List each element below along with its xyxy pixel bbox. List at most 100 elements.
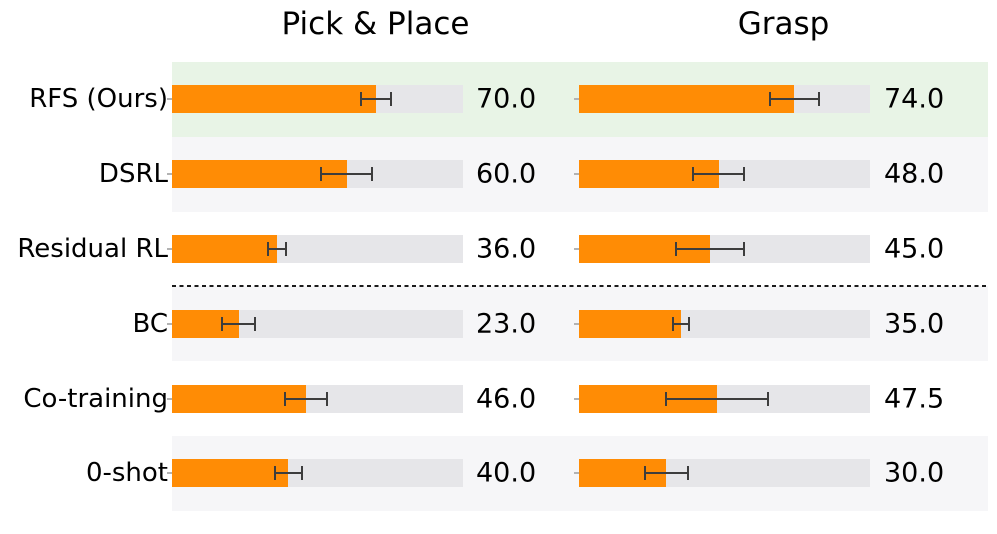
grasp-bar	[579, 85, 795, 114]
errorbar-cap-left	[671, 316, 674, 331]
errorbar-cap-right	[371, 167, 374, 182]
errorbar-cap-left	[273, 466, 276, 481]
errorbar-cap-left	[266, 241, 269, 256]
pick-place-track	[172, 85, 463, 114]
grasp-value-label: 45.0	[884, 233, 945, 265]
pick-place-errorbar	[359, 92, 392, 107]
errorbar-cap-left	[221, 316, 224, 331]
errorbar-cap-right	[688, 316, 691, 331]
errorbar-cap-left	[768, 92, 771, 107]
method-row: 0-shot 40.0 30.0	[86, 436, 988, 511]
method-label: BC	[132, 308, 168, 339]
axis-tick-pick-place	[167, 173, 172, 176]
pick-place-errorbar	[319, 167, 374, 182]
errorbar-cap-right	[300, 466, 303, 481]
errorbar-cap-right	[767, 391, 770, 406]
pick-place-bar	[172, 234, 277, 263]
grasp-errorbar	[691, 167, 746, 182]
errorbar-cap-left	[665, 391, 668, 406]
grasp-value-label: 35.0	[884, 308, 945, 340]
errorbar-cap-left	[319, 167, 322, 182]
pick-place-value-label: 46.0	[476, 383, 537, 415]
errorbar-cap-left	[675, 241, 678, 256]
errorbar-line	[221, 322, 257, 325]
method-row: DSRL 60.0 48.0	[99, 136, 988, 212]
errorbar-cap-right	[325, 391, 328, 406]
pick-place-track	[172, 384, 463, 413]
errorbar-line	[691, 173, 746, 176]
errorbar-cap-right	[686, 466, 689, 481]
errorbar-line	[643, 472, 689, 475]
grasp-track	[579, 234, 870, 263]
axis-tick-pick-place	[167, 98, 172, 101]
grasp-value-label: 48.0	[884, 158, 945, 190]
axis-tick-pick-place	[167, 472, 172, 475]
pick-place-value-label: 60.0	[476, 158, 537, 190]
errorbar-line	[359, 98, 392, 101]
pick-place-value-label: 70.0	[476, 83, 537, 115]
grasp-errorbar	[768, 92, 820, 107]
grasp-errorbar	[643, 466, 689, 481]
pick-place-bar	[172, 459, 289, 488]
grasp-track	[579, 384, 870, 413]
method-row: Residual RL 36.0 45.0	[17, 211, 988, 287]
grasp-errorbar	[675, 241, 745, 256]
errorbar-line	[671, 322, 691, 325]
errorbar-cap-left	[283, 391, 286, 406]
pick-place-track	[172, 309, 463, 338]
pick-place-errorbar	[273, 466, 303, 481]
panel-title-pick-and-place: Pick & Place	[281, 6, 470, 42]
grasp-track	[579, 160, 870, 189]
errorbar-line	[273, 472, 303, 475]
errorbar-cap-left	[691, 167, 694, 182]
method-label: RFS (Ours)	[29, 84, 168, 115]
errorbar-cap-left	[359, 92, 362, 107]
errorbar-cap-right	[389, 92, 392, 107]
errorbar-line	[319, 173, 374, 176]
method-row: Co-training 46.0 47.5	[23, 361, 988, 436]
pick-place-track	[172, 160, 463, 189]
axis-tick-pick-place	[167, 322, 172, 325]
grasp-value-label: 47.5	[884, 383, 945, 415]
errorbar-cap-left	[643, 466, 646, 481]
grasp-track	[579, 309, 870, 338]
axis-tick-grasp	[574, 98, 579, 101]
errorbar-line	[675, 247, 745, 250]
axis-tick-grasp	[574, 472, 579, 475]
pick-place-track	[172, 234, 463, 263]
grasp-track	[579, 85, 870, 114]
method-row: BC 23.0 35.0	[132, 286, 988, 362]
method-label: Residual RL	[17, 233, 168, 264]
axis-tick-pick-place	[167, 397, 172, 400]
separator-dashed-line	[172, 285, 988, 288]
method-label: Co-training	[23, 383, 168, 414]
errorbar-cap-right	[742, 241, 745, 256]
method-label: DSRL	[98, 159, 168, 190]
pick-place-bar	[172, 384, 306, 413]
grasp-value-label: 30.0	[884, 457, 945, 489]
grasp-errorbar	[665, 391, 770, 406]
pick-place-errorbar	[266, 241, 287, 256]
pick-place-value-label: 23.0	[476, 308, 537, 340]
errorbar-cap-right	[743, 167, 746, 182]
errorbar-cap-right	[254, 316, 257, 331]
pick-place-errorbar	[283, 391, 328, 406]
axis-tick-grasp	[574, 322, 579, 325]
errorbar-cap-right	[817, 92, 820, 107]
errorbar-line	[266, 247, 287, 250]
grasp-errorbar	[671, 316, 691, 331]
grasp-track	[579, 459, 870, 488]
pick-place-bar	[172, 160, 347, 189]
errorbar-line	[768, 98, 820, 101]
axis-tick-grasp	[574, 247, 579, 250]
panel-title-grasp: Grasp	[737, 6, 830, 42]
pick-place-bar	[172, 85, 376, 114]
pick-place-track	[172, 459, 463, 488]
axis-tick-grasp	[574, 397, 579, 400]
pick-place-errorbar	[221, 316, 257, 331]
axis-tick-pick-place	[167, 247, 172, 250]
errorbar-line	[665, 397, 770, 400]
axis-tick-grasp	[574, 173, 579, 176]
grasp-value-label: 74.0	[884, 83, 945, 115]
